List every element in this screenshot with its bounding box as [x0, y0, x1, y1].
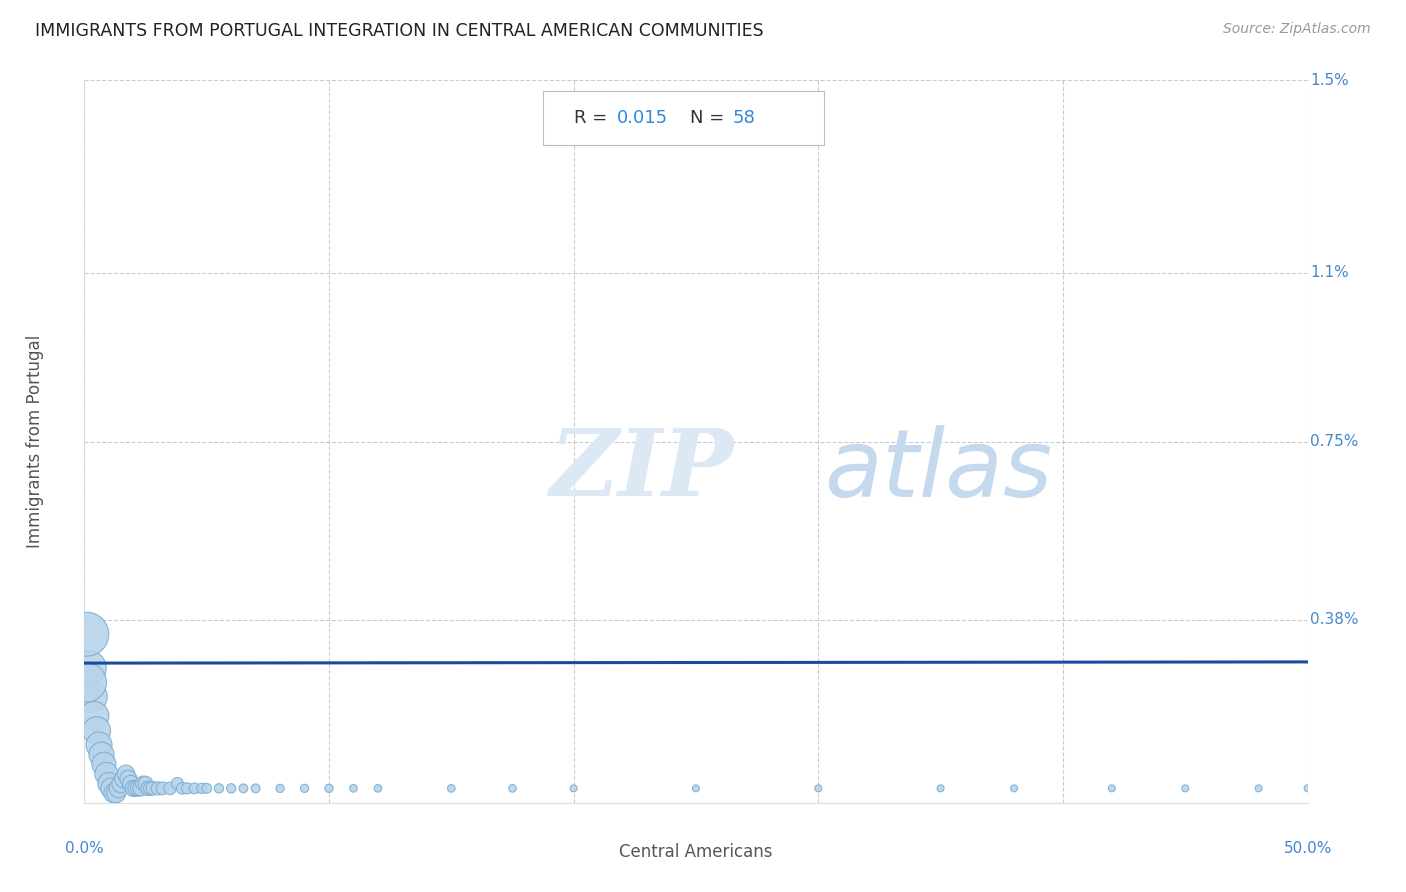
Point — [122, 781, 145, 796]
Point — [105, 786, 128, 800]
Text: 1.5%: 1.5% — [1310, 73, 1348, 87]
Text: 50.0%: 50.0% — [1284, 841, 1331, 856]
Point — [135, 776, 157, 790]
Point — [172, 781, 194, 796]
Text: ZIP: ZIP — [550, 425, 734, 516]
Point — [132, 776, 155, 790]
Point — [318, 781, 340, 796]
Text: IMMIGRANTS FROM PORTUGAL INTEGRATION IN CENTRAL AMERICAN COMMUNITIES: IMMIGRANTS FROM PORTUGAL INTEGRATION IN … — [35, 22, 763, 40]
Point — [219, 781, 242, 796]
Point — [142, 781, 165, 796]
Text: 0.015: 0.015 — [616, 109, 668, 127]
Point — [929, 781, 952, 796]
Point — [83, 709, 105, 723]
Point — [129, 781, 152, 796]
Point — [502, 781, 524, 796]
Point — [342, 781, 364, 796]
Point — [183, 781, 205, 796]
Point — [195, 781, 218, 796]
Point — [1247, 781, 1270, 796]
Point — [96, 767, 118, 781]
Point — [115, 767, 138, 781]
Text: 0.0%: 0.0% — [65, 841, 104, 856]
Point — [120, 776, 142, 790]
Point — [110, 776, 132, 790]
Point — [139, 781, 162, 796]
Point — [152, 781, 174, 796]
Point — [86, 723, 108, 738]
Text: 58: 58 — [733, 109, 755, 127]
Point — [1101, 781, 1123, 796]
Point — [136, 781, 159, 796]
Text: Immigrants from Portugal: Immigrants from Portugal — [27, 334, 45, 549]
Point — [146, 781, 169, 796]
Point — [103, 786, 125, 800]
Point — [127, 781, 149, 796]
Point — [269, 781, 291, 796]
Point — [232, 781, 254, 796]
Point — [125, 781, 148, 796]
Point — [685, 781, 707, 796]
Point — [100, 781, 122, 796]
Text: N =: N = — [690, 109, 730, 127]
Point — [117, 772, 139, 786]
Point — [159, 781, 181, 796]
Point — [76, 675, 98, 690]
Text: Central Americans: Central Americans — [619, 843, 773, 861]
Point — [208, 781, 231, 796]
Text: 0.38%: 0.38% — [1310, 612, 1358, 627]
Point — [112, 772, 135, 786]
Point — [1174, 781, 1197, 796]
FancyBboxPatch shape — [543, 91, 824, 145]
Point — [1296, 781, 1319, 796]
Text: R =: R = — [574, 109, 613, 127]
Point — [562, 781, 585, 796]
Point — [93, 757, 115, 772]
Point — [176, 781, 198, 796]
Point — [87, 738, 110, 752]
Point — [97, 776, 120, 790]
Point — [166, 776, 188, 790]
Point — [90, 747, 112, 762]
Point — [1002, 781, 1025, 796]
Point — [107, 781, 129, 796]
Point — [440, 781, 463, 796]
Text: Source: ZipAtlas.com: Source: ZipAtlas.com — [1223, 22, 1371, 37]
Point — [294, 781, 316, 796]
Point — [191, 781, 214, 796]
Point — [77, 661, 100, 675]
Point — [367, 781, 389, 796]
Point — [807, 781, 830, 796]
Text: 1.1%: 1.1% — [1310, 266, 1348, 280]
Point — [245, 781, 267, 796]
Point — [80, 690, 103, 704]
Text: 0.75%: 0.75% — [1310, 434, 1358, 449]
Point — [76, 627, 98, 641]
Text: atlas: atlas — [824, 425, 1053, 516]
